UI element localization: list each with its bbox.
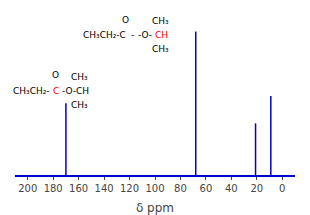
svg-text:CH: CH [155, 30, 168, 40]
svg-text:40: 40 [225, 183, 238, 194]
svg-text:CH₃: CH₃ [152, 16, 169, 26]
svg-text:O: O [52, 70, 59, 80]
svg-text:CH₃: CH₃ [152, 44, 169, 54]
svg-text:-O-: -O- [138, 30, 152, 40]
svg-text:200: 200 [18, 183, 37, 194]
svg-text:140: 140 [95, 183, 114, 194]
svg-text:CH₃: CH₃ [71, 100, 88, 110]
svg-text:δ ppm: δ ppm [136, 201, 174, 215]
svg-text:160: 160 [69, 183, 88, 194]
svg-text:20: 20 [250, 183, 263, 194]
svg-text:CH₃CH₂-C: CH₃CH₂-C [83, 30, 126, 40]
svg-text:-O-CH: -O-CH [62, 86, 89, 96]
svg-text:100: 100 [145, 183, 164, 194]
svg-text:CH₃: CH₃ [71, 72, 88, 82]
svg-text:80: 80 [174, 183, 187, 194]
svg-text:-: - [131, 30, 134, 40]
svg-text:O: O [122, 15, 129, 25]
svg-text:180: 180 [44, 183, 63, 194]
svg-text:C: C [53, 86, 59, 96]
svg-text:120: 120 [120, 183, 139, 194]
svg-text:60: 60 [200, 183, 213, 194]
svg-text:0: 0 [279, 183, 285, 194]
svg-text:CH₃CH₂-: CH₃CH₂- [13, 86, 50, 96]
